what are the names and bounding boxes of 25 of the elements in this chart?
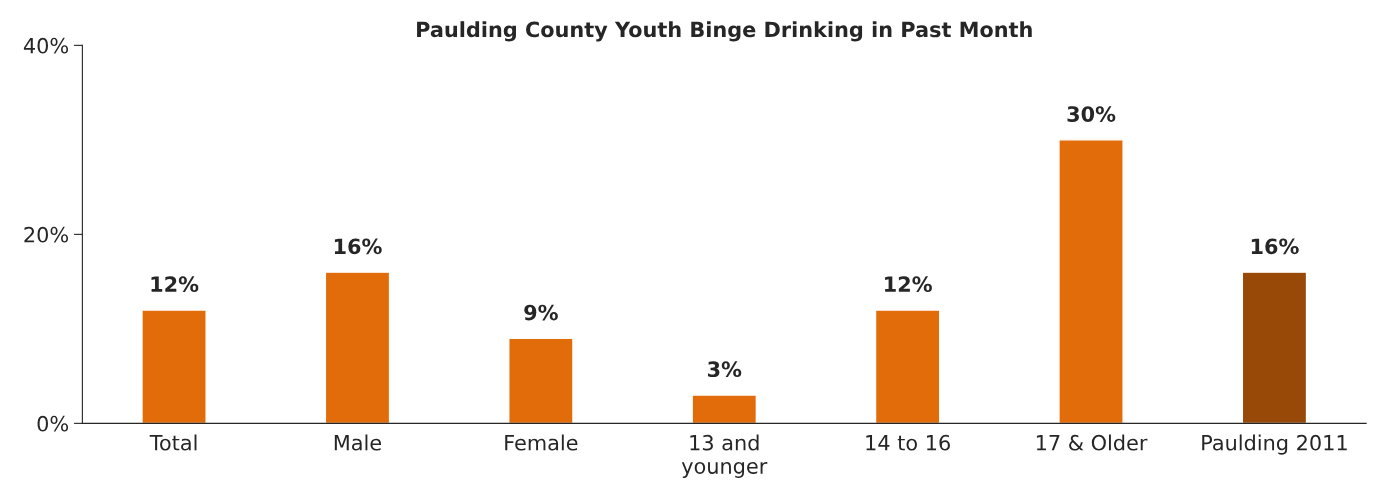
x-tick-label: Total (149, 434, 197, 451)
x-tick-label: 13 and younger (681, 434, 768, 478)
x-tick-label: 17 & Older (1036, 434, 1148, 451)
data-label: 12% (151, 276, 199, 293)
data-label: 9% (524, 304, 558, 321)
bar (141, 309, 207, 424)
data-label: 3% (707, 361, 742, 378)
data-label: 16% (1251, 238, 1299, 255)
bar (691, 394, 758, 424)
bar (1241, 271, 1308, 424)
x-tick-label: Paulding 2011 (1202, 434, 1347, 455)
x-tick-label: 14 to 16 (866, 434, 950, 451)
bar (324, 271, 391, 424)
chart-title: Paulding County Youth Binge Drinking in Past Month (417, 21, 1032, 42)
data-label: 16% (334, 238, 382, 255)
data-label: 12% (885, 276, 932, 293)
x-tick-label: Female (505, 434, 578, 451)
data-label: 30% (1067, 106, 1116, 122)
y-tick-label: 0% (37, 415, 69, 432)
y-tick-label: 40% (23, 37, 69, 54)
x-tick-label: Male (334, 434, 382, 451)
bar (508, 337, 574, 424)
bar (874, 309, 941, 424)
bar (1058, 139, 1124, 424)
y-tick-label: 20% (24, 226, 69, 243)
